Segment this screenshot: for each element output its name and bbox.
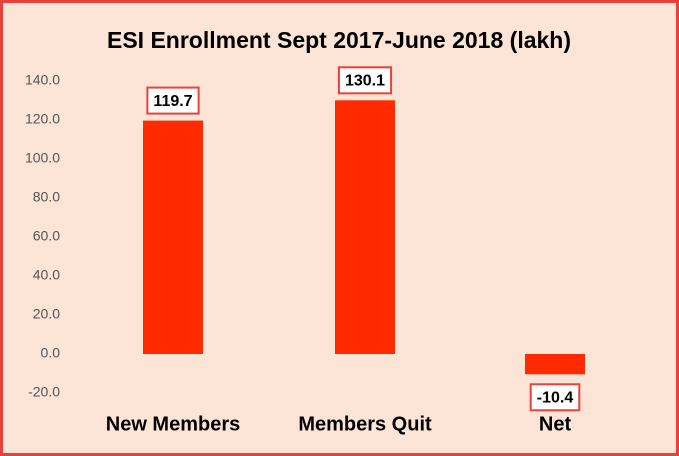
bar bbox=[335, 100, 395, 355]
y-tick-label: 120.0 bbox=[25, 111, 60, 127]
y-tick-label: 0.0 bbox=[41, 345, 61, 361]
bar bbox=[143, 120, 203, 355]
y-tick-label: 140.0 bbox=[25, 72, 60, 88]
x-tick-label: New Members bbox=[106, 413, 241, 435]
x-tick-label: Net bbox=[539, 413, 572, 435]
y-tick-label: 40.0 bbox=[33, 267, 60, 283]
value-label: 130.1 bbox=[345, 73, 385, 90]
value-label: 119.7 bbox=[153, 93, 192, 110]
y-tick-label: -20.0 bbox=[28, 384, 60, 400]
value-label: -10.4 bbox=[537, 389, 574, 406]
value-label-box bbox=[529, 383, 581, 412]
y-tick-label: 80.0 bbox=[33, 189, 60, 205]
value-label-box bbox=[337, 66, 393, 95]
y-tick-label: 100.0 bbox=[25, 150, 60, 166]
y-tick-label: 60.0 bbox=[33, 228, 60, 244]
y-tick-label: 20.0 bbox=[33, 306, 60, 322]
bar bbox=[525, 354, 585, 375]
chart-title: ESI Enrollment Sept 2017-June 2018 (lakh… bbox=[107, 27, 571, 53]
value-label-box bbox=[146, 86, 200, 115]
x-tick-label: Members Quit bbox=[298, 413, 432, 435]
